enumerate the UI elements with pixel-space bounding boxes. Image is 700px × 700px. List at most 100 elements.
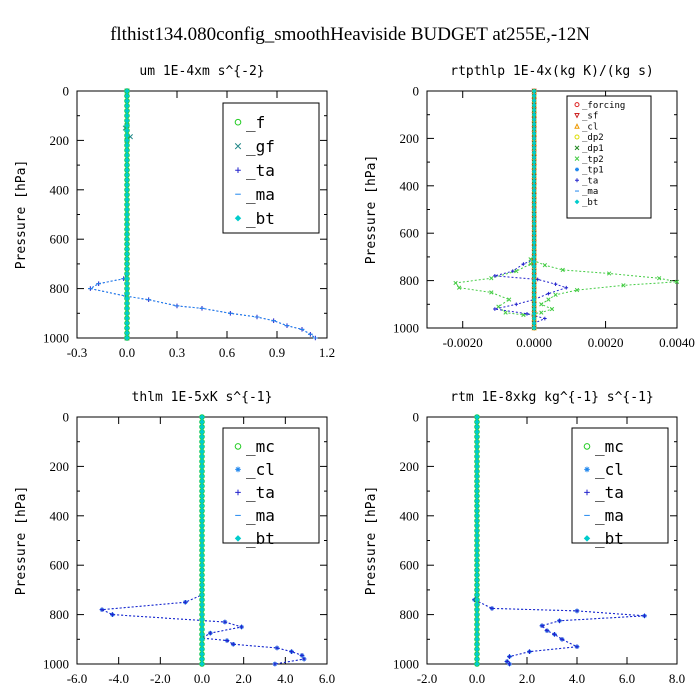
data-point [531, 164, 537, 170]
data-point [474, 661, 480, 667]
data-point [531, 155, 537, 160]
data-point [239, 624, 244, 630]
legend-marker [235, 466, 241, 473]
series-bt [531, 88, 537, 331]
y-tick-label: 0 [413, 410, 420, 425]
x-tick-label: 8.0 [669, 671, 685, 686]
legend-marker [575, 167, 579, 172]
data-point [531, 259, 537, 264]
figure-title: flthist134.080config_smoothHeaviside BUD… [110, 24, 590, 45]
x-tick-label: 6.0 [619, 671, 635, 686]
legend-label: _ma [582, 187, 598, 197]
legend-label: _mc [595, 437, 624, 456]
data-point [527, 649, 532, 654]
data-point [183, 599, 188, 605]
y-tick-label: 400 [400, 178, 420, 193]
legend-marker [574, 123, 580, 129]
data-point [110, 612, 115, 617]
data-point [531, 102, 537, 108]
data-point [531, 283, 537, 288]
y-axis-label: Pressure [hPa] [14, 160, 29, 270]
series-line [473, 417, 645, 665]
y-tick-label: 200 [400, 459, 420, 474]
y-tick-label: 1000 [43, 331, 69, 346]
legend-marker [575, 178, 579, 183]
x-tick-label: 0.0000 [516, 335, 552, 350]
data-point [574, 287, 580, 293]
data-point [507, 654, 512, 659]
y-tick-label: 0 [63, 84, 70, 99]
legend-label: _bt [246, 529, 275, 548]
data-point [521, 262, 526, 266]
data-point [552, 632, 557, 637]
legend-marker [235, 489, 241, 496]
data-point [99, 607, 105, 612]
x-tick-label: 0.0 [119, 345, 135, 360]
data-point [301, 656, 307, 662]
y-tick-label: 200 [50, 459, 70, 474]
data-point [642, 613, 647, 619]
y-tick-label: 1000 [393, 657, 419, 672]
data-point [531, 325, 537, 331]
data-point [489, 290, 494, 295]
legend-label: _gf [246, 137, 275, 156]
legend-marker [584, 466, 590, 473]
data-point [539, 310, 544, 315]
y-tick-label: 1000 [393, 321, 419, 336]
data-point [222, 619, 228, 625]
y-tick-label: 400 [400, 508, 420, 523]
legend: _mc _cl _ta _ma _bt [222, 427, 320, 548]
data-point [208, 630, 213, 636]
y-tick-label: 800 [50, 281, 70, 296]
data-point [546, 291, 551, 296]
data-point [531, 264, 537, 269]
legend-marker [234, 535, 242, 542]
data-point [549, 306, 555, 312]
data-point [531, 159, 537, 165]
legend-label: _ta [246, 161, 275, 180]
data-point [531, 240, 537, 245]
x-tick-label: 0.0 [469, 671, 485, 686]
x-tick-label: -0.3 [67, 345, 88, 360]
data-point [531, 121, 537, 127]
data-point [531, 169, 537, 174]
legend-marker [234, 214, 242, 222]
data-point [503, 310, 508, 315]
data-point [456, 285, 462, 290]
x-tick-label: 4.0 [277, 671, 293, 686]
legend: _f _gf _ta _ma _bt [222, 102, 320, 234]
x-tick-label: 0.6 [219, 345, 236, 360]
panel-title: rtpthlp 1E-4x(kg K)/(kg s) [450, 64, 654, 79]
data-point [531, 212, 537, 217]
data-point [553, 292, 558, 297]
series-line [88, 91, 316, 339]
x-tick-label: 2.0 [236, 671, 252, 686]
y-tick-label: 400 [50, 508, 70, 523]
legend-box [566, 95, 652, 219]
data-point [674, 279, 680, 284]
legend-label: _dp2 [582, 133, 604, 143]
data-point [531, 193, 537, 198]
data-point [272, 661, 278, 667]
legend-marker [574, 134, 580, 140]
x-tick-label: 1.2 [319, 345, 335, 360]
x-tick-label: 0.0 [194, 671, 210, 686]
data-point [493, 307, 497, 311]
data-point [531, 316, 537, 321]
series-bt [124, 88, 130, 341]
data-point [531, 202, 537, 207]
y-tick-label: 800 [50, 607, 70, 622]
data-point [543, 316, 547, 321]
data-point [506, 297, 512, 302]
y-tick-label: 800 [400, 273, 420, 288]
legend-marker [574, 145, 580, 151]
legend-marker [234, 443, 242, 450]
legend-label: _cl [595, 460, 624, 479]
x-tick-label: -0.0020 [443, 335, 483, 350]
data-point [531, 145, 537, 151]
panel-4: rtm 1E-8xkg kg^{-1} s^{-1} Pressure [hPa]… [364, 390, 685, 686]
x-tick-label: -4.0 [108, 671, 129, 686]
data-point [531, 278, 537, 283]
data-point [531, 306, 537, 312]
